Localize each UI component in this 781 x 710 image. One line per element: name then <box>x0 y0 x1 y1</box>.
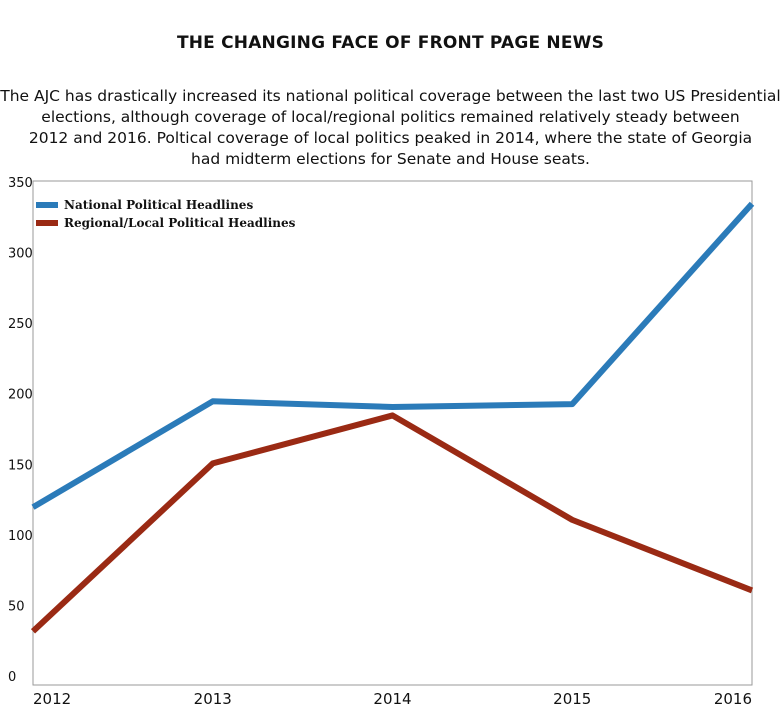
y-tick-label: 350 <box>8 176 33 191</box>
series-lines <box>30 201 755 634</box>
x-tick-label: 2012 <box>33 690 71 708</box>
legend: National Political Headlines Regional/Loc… <box>36 198 296 230</box>
series-line <box>30 412 754 634</box>
chart-subtitle: The AJC has drastically increased its na… <box>0 86 781 170</box>
x-tick-label: 2014 <box>373 690 411 708</box>
y-tick-label: 50 <box>8 599 25 614</box>
chart-title: THE CHANGING FACE OF FRONT PAGE NEWS <box>176 33 605 53</box>
subtitle-line: The AJC has drastically increased its na… <box>0 87 781 105</box>
y-tick-label: 200 <box>8 388 33 403</box>
y-tick-label: 300 <box>8 247 33 262</box>
y-tick-label: 0 <box>8 670 16 685</box>
subtitle-line: 2012 and 2016. Poltical coverage of loca… <box>28 129 753 147</box>
x-tick-label: 2016 <box>714 690 752 708</box>
series-line <box>31 201 755 510</box>
subtitle-line: had midterm elections for Senate and Hou… <box>191 150 590 168</box>
y-tick-label: 150 <box>8 458 33 473</box>
y-axis: 0 50 100 150 200 250 300 350 <box>8 176 33 685</box>
x-axis: 2012 2013 2014 2015 2016 <box>33 690 752 708</box>
legend-label: National Political Headlines <box>64 198 253 212</box>
subtitle-line: elections, although coverage of local/re… <box>41 108 740 126</box>
x-tick-label: 2015 <box>553 690 591 708</box>
x-tick-label: 2013 <box>194 690 232 708</box>
plot-frame <box>32 180 753 686</box>
legend-label: Regional/Local Political Headlines <box>64 216 296 230</box>
y-tick-label: 100 <box>8 529 33 544</box>
y-tick-label: 250 <box>8 317 33 332</box>
